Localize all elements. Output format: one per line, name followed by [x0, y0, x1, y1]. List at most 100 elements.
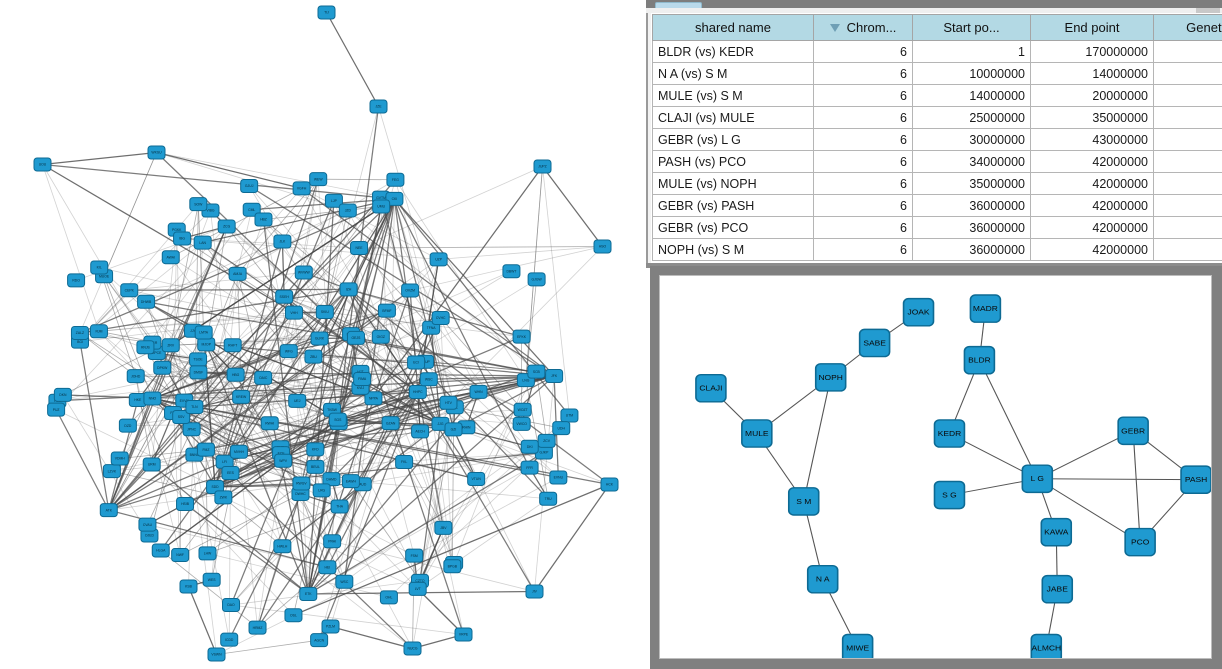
network-edge[interactable]	[262, 219, 309, 595]
network-node[interactable]: SOW	[189, 197, 208, 212]
network-edge[interactable]	[111, 452, 282, 472]
network-node-shape[interactable]	[969, 294, 1002, 323]
network-node[interactable]: JOHD	[126, 369, 145, 384]
network-node[interactable]: RWGV	[292, 476, 311, 491]
network-node-shape[interactable]	[304, 349, 323, 364]
table-cell-chrom[interactable]: 6	[813, 62, 913, 85]
network-edge[interactable]	[372, 166, 544, 399]
network-edge[interactable]	[307, 423, 340, 595]
network-node[interactable]: NEE	[350, 240, 369, 255]
table-cell-shared_name[interactable]: GEBR (vs) PASH	[652, 194, 814, 217]
network-edge[interactable]	[360, 278, 537, 389]
main-network-view[interactable]: TIJ JZE UOU WKSU HSO JUPZ HCK VSWN NUCG PZLM VRPE K…	[0, 0, 650, 669]
network-edge[interactable]	[978, 359, 1038, 479]
network-edge[interactable]	[373, 398, 415, 556]
network-node-shape[interactable]	[179, 579, 198, 594]
network-edge[interactable]	[230, 546, 283, 606]
network-node[interactable]: OHL	[379, 590, 398, 605]
network-edge[interactable]	[179, 497, 224, 556]
network-node[interactable]: JBV	[434, 520, 453, 535]
network-edge[interactable]	[293, 483, 610, 616]
network-node-shape[interactable]	[321, 619, 340, 634]
network-node[interactable]: GJUJ	[240, 178, 259, 193]
network-node[interactable]: THA	[330, 499, 349, 514]
network-node-shape[interactable]	[806, 564, 839, 594]
network-node-shape[interactable]	[273, 539, 292, 554]
network-node[interactable]: JZD	[338, 203, 357, 218]
network-node-shape[interactable]	[371, 329, 390, 344]
table-row[interactable]: GEBR (vs) PASH636000000420000008.9	[652, 194, 1222, 217]
network-edge[interactable]	[108, 398, 154, 511]
network-node-shape[interactable]	[549, 470, 568, 485]
network-edge[interactable]	[318, 391, 419, 641]
network-node-shape[interactable]	[1040, 517, 1073, 547]
network-node-shape[interactable]	[207, 647, 226, 662]
network-edge[interactable]	[534, 375, 555, 592]
network-edge[interactable]	[417, 409, 524, 590]
network-edge[interactable]	[156, 210, 211, 354]
network-node[interactable]: NWF	[171, 548, 190, 563]
network-node-shape[interactable]	[33, 157, 52, 172]
network-edge[interactable]	[240, 396, 301, 495]
network-node-shape[interactable]	[512, 416, 531, 431]
network-edge[interactable]	[207, 552, 390, 598]
network-node[interactable]: OVZM	[401, 283, 420, 298]
network-node[interactable]: GJGW	[527, 272, 546, 287]
network-edge[interactable]	[202, 198, 395, 244]
network-edge[interactable]	[42, 164, 100, 332]
network-node[interactable]: SCB	[527, 364, 546, 379]
column-header-chromosome[interactable]: Chrom...	[813, 14, 913, 41]
network-node[interactable]: LHW	[198, 546, 217, 561]
network-node[interactable]: ICDD	[220, 632, 239, 647]
network-node[interactable]: EAWH	[341, 474, 360, 489]
network-edge[interactable]	[325, 12, 380, 107]
network-node-shape[interactable]	[228, 266, 247, 281]
network-edge[interactable]	[525, 380, 549, 499]
network-node[interactable]: LAN	[193, 235, 212, 250]
network-node-shape[interactable]	[1030, 633, 1063, 658]
network-node-shape[interactable]	[341, 474, 360, 489]
network-node[interactable]: KIL	[90, 260, 109, 275]
network-node[interactable]: LMTA	[194, 325, 213, 340]
network-node-shape[interactable]	[408, 581, 427, 596]
table-cell-genetic[interactable]: 7.5	[1153, 84, 1222, 107]
network-edge[interactable]	[393, 198, 455, 430]
network-node[interactable]: LJP	[324, 193, 343, 208]
network-edge[interactable]	[293, 312, 332, 480]
network-node-shape[interactable]	[151, 543, 170, 558]
network-node-shape[interactable]	[142, 457, 161, 472]
network-node-shape[interactable]	[537, 433, 556, 448]
network-edge[interactable]	[293, 490, 323, 616]
table-cell-start[interactable]: 14000000	[912, 84, 1031, 107]
table-row[interactable]: PASH (vs) PCO6340000004200000011.4	[652, 150, 1222, 173]
network-node[interactable]: JOAK	[902, 297, 935, 327]
network-node[interactable]: NPPA	[364, 391, 383, 406]
network-edge[interactable]	[214, 178, 319, 488]
network-node-shape[interactable]	[381, 416, 400, 431]
network-edge[interactable]	[79, 152, 157, 334]
network-node-shape[interactable]	[226, 367, 245, 382]
main-network-nodes[interactable]: TIJ JZE UOU WKSU HSO JUPZ HCK VSWN NUCG PZLM VRPE K…	[33, 5, 619, 662]
network-edge[interactable]	[79, 288, 349, 334]
network-edge[interactable]	[355, 337, 555, 377]
network-node-shape[interactable]	[364, 391, 383, 406]
network-node-shape[interactable]	[444, 422, 463, 437]
network-node-shape[interactable]	[273, 234, 292, 249]
network-node[interactable]: ATK	[99, 503, 118, 518]
network-node-shape[interactable]	[248, 620, 267, 635]
network-node-shape[interactable]	[136, 340, 155, 355]
network-node-shape[interactable]	[217, 219, 236, 234]
network-node[interactable]: EES	[221, 466, 240, 481]
network-node[interactable]: VDMH	[110, 451, 129, 466]
network-node-shape[interactable]	[328, 412, 347, 427]
network-node[interactable]: JABE	[1041, 574, 1074, 604]
network-node-shape[interactable]	[275, 289, 294, 304]
network-node[interactable]: CVHC	[431, 311, 450, 326]
network-node-shape[interactable]	[527, 272, 546, 287]
network-edge[interactable]	[223, 497, 283, 547]
network-edge[interactable]	[152, 396, 242, 399]
network-node-shape[interactable]	[339, 282, 358, 297]
network-node-shape[interactable]	[161, 338, 180, 353]
sub-network-graph[interactable]: JOAK MADR SABE BLDR NOPH CLAJI GEBR MULE KEDR PAS…	[660, 276, 1211, 658]
network-edge[interactable]	[156, 151, 302, 189]
